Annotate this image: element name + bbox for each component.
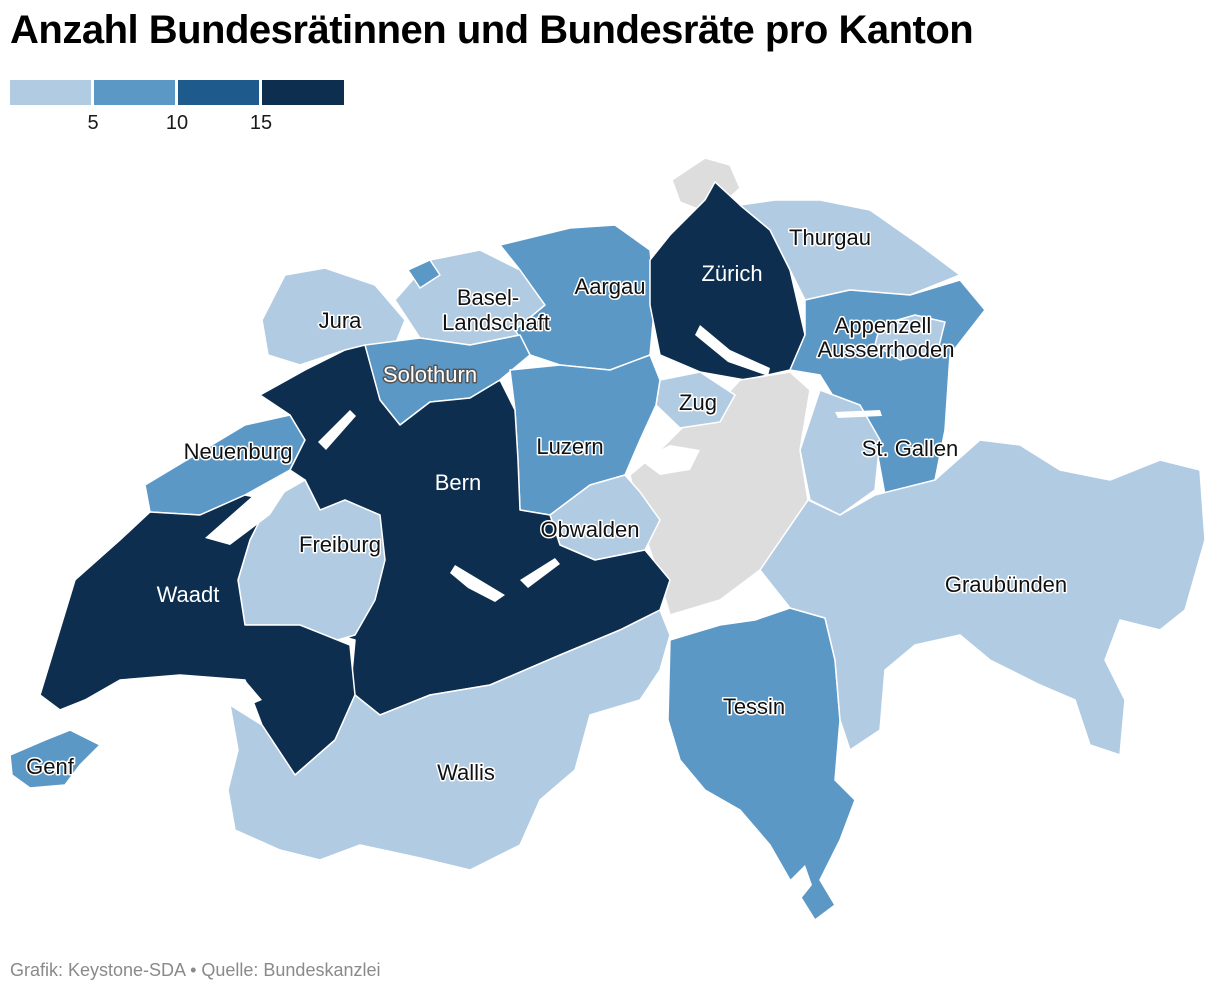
label-jura: Jura (319, 308, 363, 333)
canton-tessin[interactable] (667, 607, 856, 921)
lake-brienzersee (520, 558, 560, 588)
canton-thurgau[interactable] (739, 199, 961, 301)
label-genf: Genf (26, 754, 75, 779)
lake-genfersee (60, 675, 262, 730)
source-note: Grafik: Keystone-SDA • Quelle: Bundeskan… (10, 960, 381, 980)
chart-title: Anzahl Bundesrätinnen und Bundesräte pro… (10, 8, 974, 52)
canton-schwyz-uri[interactable] (629, 371, 811, 616)
lake-walensee (835, 410, 882, 418)
label-tessin: Tessin (723, 694, 785, 719)
label-basel-landschaft-line2: Landschaft (442, 310, 550, 335)
canton-basel-stadt[interactable] (407, 259, 441, 289)
legend-swatch-2 (94, 80, 175, 105)
legend-swatch-4 (262, 80, 344, 105)
label-waadt: Waadt (157, 582, 220, 607)
label-zug: Zug (679, 390, 717, 415)
lake-thunersee (450, 565, 505, 602)
label-freiburg: Freiburg (299, 532, 381, 557)
lake-lago-maggiore (790, 865, 812, 900)
label-zurich: Zürich (701, 261, 762, 286)
label-st-gallen: St. Gallen (862, 436, 959, 461)
label-obwalden: Obwalden (540, 517, 639, 542)
canton-appenzell-ausserrhoden[interactable] (874, 314, 946, 361)
legend-swatch-1 (10, 80, 91, 105)
canton-jura[interactable] (261, 267, 406, 366)
legend-tick-5: 5 (87, 112, 99, 134)
label-appenzell-line2: Ausserrhoden (818, 337, 955, 362)
lake-bielersee (318, 410, 356, 450)
color-legend: 5 10 15 (10, 80, 350, 140)
label-neuenburg: Neuenburg (184, 439, 293, 464)
switzerland-map: Jura Basel- Landschaft Aargau Zürich Thu… (9, 157, 1206, 921)
label-bern: Bern (435, 470, 481, 495)
lake-zurichsee (695, 325, 770, 376)
label-solothurn: Solothurn (383, 362, 477, 387)
label-thurgau: Thurgau (789, 225, 871, 250)
label-aargau: Aargau (575, 274, 646, 299)
label-wallis: Wallis (437, 760, 495, 785)
label-luzern: Luzern (536, 434, 603, 459)
legend-tick-15: 15 (249, 112, 273, 134)
legend-tick-10: 10 (165, 112, 189, 134)
canton-wallis[interactable] (227, 609, 671, 871)
canton-genf[interactable] (9, 729, 101, 789)
legend-swatch-3 (178, 80, 259, 105)
lake-vierwaldstattersee (640, 445, 700, 475)
label-appenzell-line1: Appenzell (835, 313, 932, 338)
label-graubunden: Graubünden (945, 572, 1067, 597)
label-basel-landschaft-line1: Basel- (457, 285, 519, 310)
lake-neuenburgersee (205, 485, 285, 545)
canton-graubunden[interactable] (759, 439, 1206, 756)
